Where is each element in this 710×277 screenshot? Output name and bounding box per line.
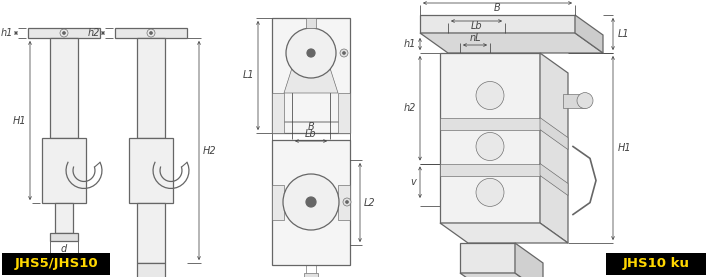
Polygon shape [420,33,603,53]
Bar [137,203,165,263]
Bar [137,263,165,277]
Bar [272,18,350,133]
Polygon shape [460,273,543,277]
Bar [42,138,86,203]
Text: h2: h2 [87,28,100,38]
Circle shape [283,174,339,230]
Bar [606,253,706,275]
Text: H2: H2 [203,145,217,155]
Bar [440,118,540,130]
Bar [440,53,540,223]
Bar [306,18,316,28]
Bar [272,93,284,133]
Circle shape [342,52,346,55]
Bar [420,15,575,33]
Bar [460,243,515,273]
Text: H1: H1 [12,116,26,125]
Bar [115,28,187,38]
Bar [50,233,78,241]
Bar [55,203,73,233]
Circle shape [476,81,504,109]
Polygon shape [515,243,543,277]
Circle shape [577,93,593,109]
Bar [28,28,100,38]
Text: d: d [61,244,67,254]
Bar [50,38,78,138]
Polygon shape [575,15,603,53]
Text: h2: h2 [403,103,416,113]
Circle shape [343,198,351,206]
Circle shape [62,32,65,35]
Bar [272,185,284,220]
Polygon shape [440,223,568,243]
Polygon shape [540,163,568,196]
Circle shape [476,178,504,206]
Text: nL: nL [469,33,481,43]
Circle shape [340,49,348,57]
Text: h1: h1 [403,39,416,49]
Text: Lb: Lb [305,129,317,139]
Text: JHS5/JHS10: JHS5/JHS10 [14,258,98,271]
Bar [137,38,165,138]
Circle shape [476,132,504,160]
Text: B: B [307,122,315,132]
Bar [129,138,173,203]
Polygon shape [540,53,568,243]
Bar [440,163,540,176]
Bar [2,253,110,275]
Text: L1: L1 [618,29,630,39]
Bar [338,93,350,133]
Text: L1: L1 [242,71,254,81]
Text: H1: H1 [618,143,632,153]
Polygon shape [540,118,568,150]
Bar [563,94,585,107]
Circle shape [150,32,153,35]
Bar [272,140,350,265]
Text: v: v [410,177,416,187]
Text: JHS10 ku: JHS10 ku [623,258,689,271]
Circle shape [307,49,315,57]
Text: B: B [494,3,501,13]
Circle shape [306,197,316,207]
Text: h1: h1 [1,28,13,38]
Text: L2: L2 [364,198,376,207]
Circle shape [346,201,349,204]
Bar [304,273,318,277]
Text: Lb: Lb [471,21,482,31]
Bar [338,185,350,220]
Polygon shape [284,68,338,93]
Circle shape [286,28,336,78]
